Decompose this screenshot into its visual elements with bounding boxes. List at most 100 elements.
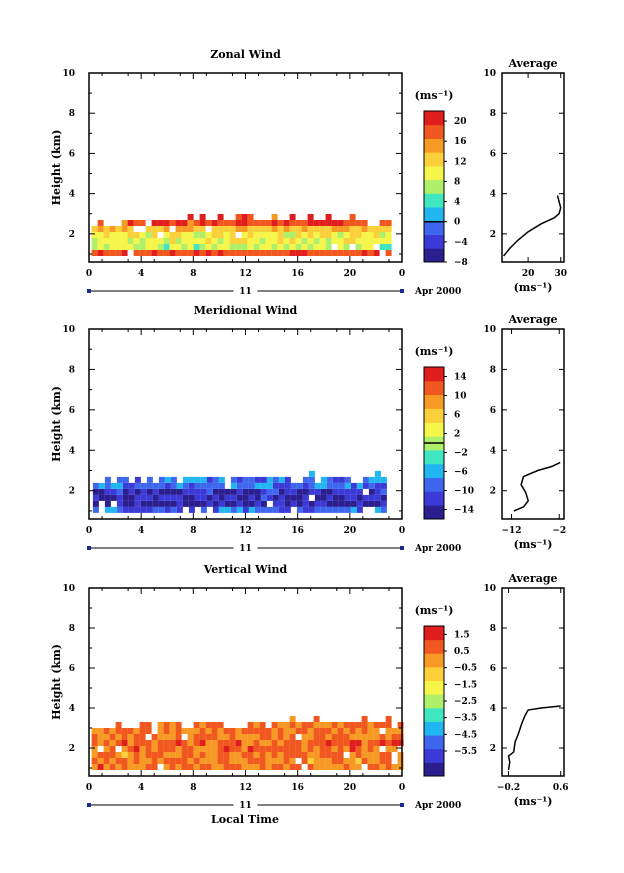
field-cell [182,494,189,501]
field-cell [253,220,260,226]
field-cell [277,752,284,758]
field-cell [103,728,110,734]
field-cell [145,728,152,734]
average-x-tick-label: −2 [552,526,566,536]
field-cell [230,482,237,489]
average-y-tick-label: 6 [490,664,496,674]
field-cell [284,476,291,483]
field-cell [103,740,110,746]
field-cell [349,758,356,764]
field-cell [211,232,218,238]
field-cell [290,500,297,507]
field-cell [284,488,291,495]
date-marker [87,546,91,550]
field-cell [373,238,380,244]
average-y-tick-label: 2 [490,744,496,754]
x-tick-label: 16 [291,269,304,279]
field-cell [121,244,128,250]
field-cell [296,506,303,513]
colorbar-swatch [424,626,444,641]
field-cell [331,226,338,232]
field-cell [301,238,308,244]
field-cell [259,722,266,728]
x-tick-label: 0 [86,269,92,279]
field-cell [170,506,177,513]
field-cell [235,238,242,244]
field-cell [295,752,302,758]
field-cell [218,482,225,489]
field-cell [331,232,338,238]
field-cell [134,476,141,483]
field-cell [175,250,182,256]
field-cell [344,488,351,495]
field-cell [290,494,297,501]
field-cell [139,734,146,740]
field-cell [187,752,194,758]
field-cell [283,238,290,244]
field-cell [199,232,206,238]
field-cell [350,506,357,513]
field-cell [103,764,110,770]
field-cell [187,758,194,764]
colorbar-swatch [424,367,444,382]
field-cell [301,220,308,226]
field-cell [163,758,170,764]
field-cell [205,734,212,740]
field-cell [223,250,230,256]
field-cell [308,476,315,483]
field-cell [139,722,146,728]
field-cell [272,500,279,507]
field-cell [211,220,218,226]
field-cell [206,500,213,507]
field-cell [164,488,171,495]
field-cell [163,226,170,232]
day-label-bg [233,542,258,553]
field-cell [157,244,164,250]
field-cell [193,226,200,232]
field-cell [367,746,374,752]
field-cell [313,734,320,740]
average-y-tick-label: 4 [490,704,496,714]
field-cell [361,232,368,238]
field-cell [97,244,104,250]
field-cell [295,232,302,238]
field-cell [145,764,152,770]
wind-field [92,470,387,513]
field-cell [217,250,224,256]
colorbar-swatch [424,152,444,167]
field-cell [301,728,308,734]
field-cell [175,244,182,250]
field-cell [313,764,320,770]
field-cell [223,238,230,244]
field-cell [242,482,249,489]
field-cell [259,764,266,770]
field-cell [379,244,386,250]
field-cell [104,506,111,513]
colorbar-tick-label: −14 [454,506,474,516]
field-cell [151,752,158,758]
average-title: Average [507,313,557,326]
field-cell [313,752,320,758]
y-tick-label: 10 [62,325,75,335]
field-cell [337,764,344,770]
date-marker [400,289,404,293]
colorbar: 14 10 6 2 −2 −6 −10 −14 (ms⁻¹) [415,345,474,520]
average-x-label: (ms⁻¹) [514,281,553,294]
field-cell [217,746,224,752]
x-tick-label: 16 [291,526,304,536]
field-cell [362,482,369,489]
field-cell [259,244,266,250]
field-cell [127,226,134,232]
field-cell [170,500,177,507]
field-cell [176,506,183,513]
field-cell [199,728,206,734]
colorbar-tick-label: 8 [454,177,460,187]
field-cell [271,728,278,734]
field-cell [169,238,176,244]
average-x-tick-label: 30 [554,269,567,279]
average-y-tick-label: 6 [490,406,496,416]
field-cell [253,722,260,728]
field-cell [319,728,326,734]
field-cell [290,482,297,489]
field-cell [134,506,141,513]
